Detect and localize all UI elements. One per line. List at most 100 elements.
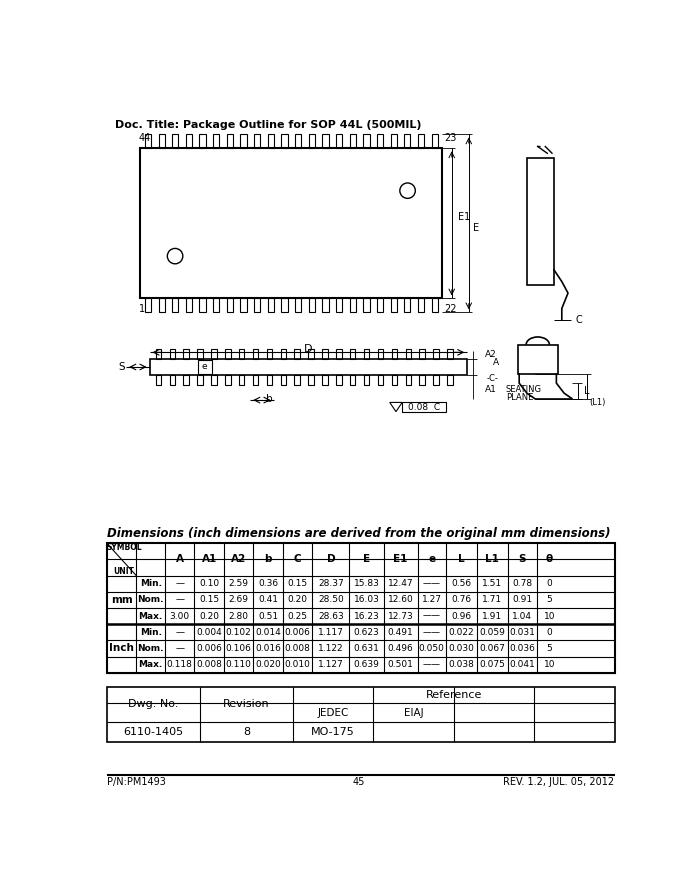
Text: 1.122: 1.122 [318,644,344,653]
Bar [281,298,288,313]
Text: 0.118: 0.118 [167,660,193,669]
Text: D: D [326,555,335,564]
Text: -C-: -C- [486,374,498,383]
Bar [336,375,342,386]
Text: C: C [575,315,582,325]
Text: 0.639: 0.639 [354,660,379,669]
Bar [183,375,189,386]
Text: 0: 0 [547,628,552,637]
Bar [336,134,342,148]
Bar [405,375,411,386]
Text: L: L [458,555,464,564]
Text: 16.03: 16.03 [354,595,379,605]
Text: 28.37: 28.37 [318,579,344,588]
Text: 0: 0 [547,579,552,588]
Bar [418,298,424,313]
Text: —: — [175,628,184,637]
Bar [295,134,301,148]
Text: 0.010: 0.010 [285,660,311,669]
Bar [254,134,260,148]
Text: 45: 45 [353,777,365,787]
Text: 22: 22 [444,305,456,314]
Bar [199,134,206,148]
Text: b: b [266,394,273,404]
Bar [186,134,192,148]
Text: Reference: Reference [426,690,482,700]
Bar [432,298,438,313]
Bar [197,349,203,358]
Text: 0.496: 0.496 [388,644,414,653]
Text: Inch: Inch [109,644,134,653]
Bar [447,349,453,358]
Text: 0.76: 0.76 [451,595,471,605]
Text: 5: 5 [547,595,552,605]
Bar [323,134,328,148]
Text: 10: 10 [544,660,555,669]
Bar [419,349,425,358]
Bar [281,349,286,358]
Text: 2.59: 2.59 [229,579,248,588]
Bar [350,134,356,148]
Text: 0.038: 0.038 [448,660,474,669]
Text: A: A [493,358,499,366]
Text: 0.014: 0.014 [256,628,281,637]
Bar [363,298,370,313]
Bar [433,375,439,386]
Text: REV. 1.2, JUL. 05, 2012: REV. 1.2, JUL. 05, 2012 [503,777,615,787]
Text: Doc. Title: Package Outline for SOP 44L (500MIL): Doc. Title: Package Outline for SOP 44L … [115,120,421,130]
Text: S: S [519,555,526,564]
Text: 0.15: 0.15 [199,595,219,605]
Text: 0.41: 0.41 [258,595,278,605]
Text: MO-175: MO-175 [312,727,355,737]
Bar [378,349,383,358]
Text: 23: 23 [444,132,456,142]
Text: (L1): (L1) [589,398,606,407]
Text: Min.: Min. [140,628,162,637]
Text: Min.: Min. [140,579,162,588]
Text: mm: mm [111,595,132,605]
Text: 0.15: 0.15 [288,579,307,588]
Bar [295,349,300,358]
Bar [183,349,189,358]
Text: 6110-1405: 6110-1405 [123,727,183,737]
Text: 0.031: 0.031 [510,628,536,637]
Text: 1.27: 1.27 [421,595,442,605]
Text: 0.059: 0.059 [479,628,505,637]
Bar [322,349,328,358]
Bar [281,375,286,386]
Bar [295,375,300,386]
Text: ——: —— [423,628,440,637]
Text: 15.83: 15.83 [354,579,379,588]
Text: Nom.: Nom. [137,644,164,653]
Bar [295,298,301,313]
Bar [225,375,230,386]
Bar [391,298,397,313]
Text: PLANE: PLANE [506,393,533,402]
Text: C: C [294,555,301,564]
Bar [336,298,342,313]
Text: e: e [202,363,207,372]
Bar [419,375,425,386]
Text: 0.110: 0.110 [225,660,251,669]
Bar [155,349,161,358]
Text: 1.04: 1.04 [512,612,532,621]
Bar [107,687,615,742]
Text: 0.006: 0.006 [285,628,311,637]
Bar [405,134,410,148]
Bar [378,375,383,386]
Bar [107,543,615,673]
Text: 0.006: 0.006 [196,644,222,653]
Bar [309,349,314,358]
Bar [323,298,328,313]
Text: 0.008: 0.008 [196,660,222,669]
Text: 1.127: 1.127 [318,660,344,669]
Text: e: e [428,555,435,564]
Bar [267,134,274,148]
Text: 3.00: 3.00 [169,612,190,621]
Bar [158,298,164,313]
Text: 12.47: 12.47 [388,579,414,588]
Bar [253,375,258,386]
Text: 1: 1 [139,305,145,314]
Text: b: b [265,555,272,564]
Bar [227,134,233,148]
